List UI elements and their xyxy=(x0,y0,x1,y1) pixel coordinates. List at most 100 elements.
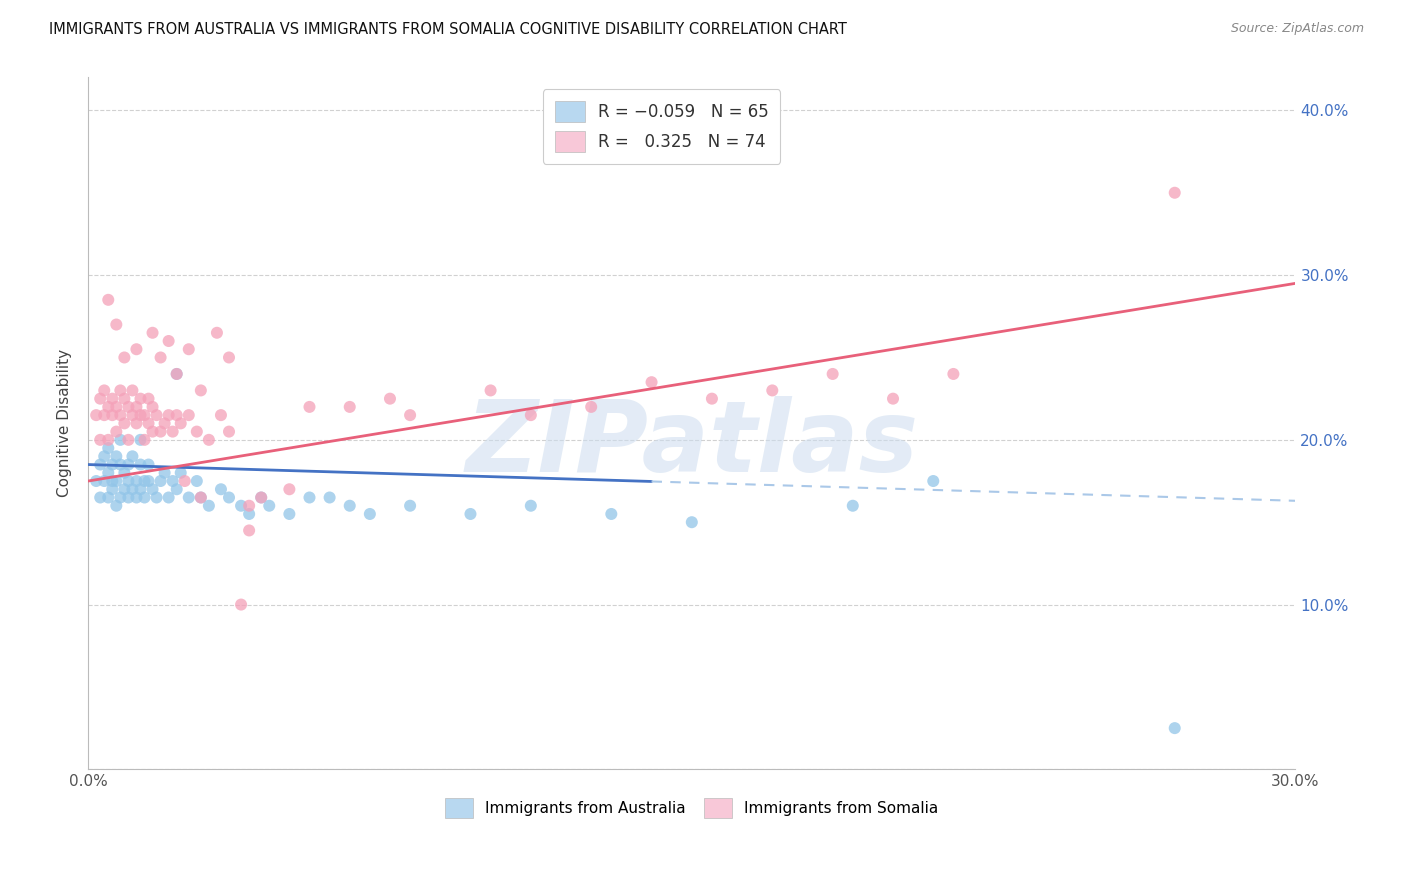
Point xyxy=(141,425,163,439)
Point xyxy=(89,392,111,406)
Point xyxy=(170,466,193,480)
Point xyxy=(121,408,143,422)
Point xyxy=(298,491,321,505)
Point xyxy=(700,392,723,406)
Point xyxy=(101,474,124,488)
Text: ZIPatlas: ZIPatlas xyxy=(465,396,918,492)
Point xyxy=(110,458,132,472)
Point xyxy=(173,474,195,488)
Point xyxy=(84,408,107,422)
Point xyxy=(112,417,135,431)
Point xyxy=(101,408,124,422)
Point xyxy=(141,400,163,414)
Point xyxy=(942,367,965,381)
Point xyxy=(198,433,221,447)
Point xyxy=(153,417,176,431)
Point xyxy=(84,474,107,488)
Point xyxy=(166,408,188,422)
Point xyxy=(278,507,301,521)
Point xyxy=(149,351,172,365)
Point xyxy=(125,400,148,414)
Point xyxy=(117,400,139,414)
Point xyxy=(166,367,188,381)
Point xyxy=(209,408,232,422)
Point xyxy=(125,343,148,357)
Point xyxy=(145,491,167,505)
Point xyxy=(600,507,623,521)
Point xyxy=(190,491,212,505)
Point xyxy=(761,384,783,398)
Point xyxy=(157,334,180,348)
Point xyxy=(198,499,221,513)
Point xyxy=(399,499,422,513)
Point xyxy=(339,499,361,513)
Legend: Immigrants from Australia, Immigrants from Somalia: Immigrants from Australia, Immigrants fr… xyxy=(439,792,945,824)
Point xyxy=(378,392,401,406)
Point xyxy=(166,483,188,497)
Point xyxy=(1164,186,1187,200)
Point xyxy=(105,450,128,464)
Point xyxy=(93,474,115,488)
Point xyxy=(177,408,200,422)
Point xyxy=(97,491,120,505)
Point xyxy=(339,400,361,414)
Text: Source: ZipAtlas.com: Source: ZipAtlas.com xyxy=(1230,22,1364,36)
Point xyxy=(97,400,120,414)
Point xyxy=(125,491,148,505)
Point xyxy=(110,491,132,505)
Point xyxy=(97,293,120,307)
Point xyxy=(479,384,502,398)
Point xyxy=(1164,721,1187,735)
Point xyxy=(162,474,184,488)
Point xyxy=(186,474,208,488)
Point xyxy=(112,351,135,365)
Point xyxy=(177,343,200,357)
Point xyxy=(89,458,111,472)
Point xyxy=(121,384,143,398)
Point xyxy=(112,466,135,480)
Point xyxy=(141,483,163,497)
Point xyxy=(105,318,128,332)
Point xyxy=(922,474,945,488)
Point xyxy=(110,408,132,422)
Point xyxy=(250,491,273,505)
Point xyxy=(238,499,260,513)
Point xyxy=(190,384,212,398)
Point xyxy=(141,326,163,340)
Point xyxy=(298,400,321,414)
Point xyxy=(882,392,904,406)
Point xyxy=(101,392,124,406)
Point xyxy=(138,474,160,488)
Point xyxy=(257,499,280,513)
Point xyxy=(121,483,143,497)
Point xyxy=(110,433,132,447)
Point xyxy=(186,425,208,439)
Point xyxy=(93,408,115,422)
Point xyxy=(238,507,260,521)
Point xyxy=(157,408,180,422)
Point xyxy=(218,425,240,439)
Y-axis label: Cognitive Disability: Cognitive Disability xyxy=(58,350,72,498)
Point xyxy=(579,400,602,414)
Point xyxy=(218,351,240,365)
Point xyxy=(97,433,120,447)
Point xyxy=(101,458,124,472)
Point xyxy=(105,425,128,439)
Point xyxy=(318,491,340,505)
Point xyxy=(112,392,135,406)
Point xyxy=(129,392,152,406)
Point xyxy=(110,384,132,398)
Point xyxy=(105,400,128,414)
Point xyxy=(460,507,482,521)
Point xyxy=(112,483,135,497)
Point xyxy=(205,326,228,340)
Point xyxy=(121,450,143,464)
Point xyxy=(278,483,301,497)
Point xyxy=(145,408,167,422)
Point xyxy=(250,491,273,505)
Point xyxy=(399,408,422,422)
Point xyxy=(125,474,148,488)
Point xyxy=(134,433,156,447)
Point xyxy=(97,466,120,480)
Point xyxy=(134,491,156,505)
